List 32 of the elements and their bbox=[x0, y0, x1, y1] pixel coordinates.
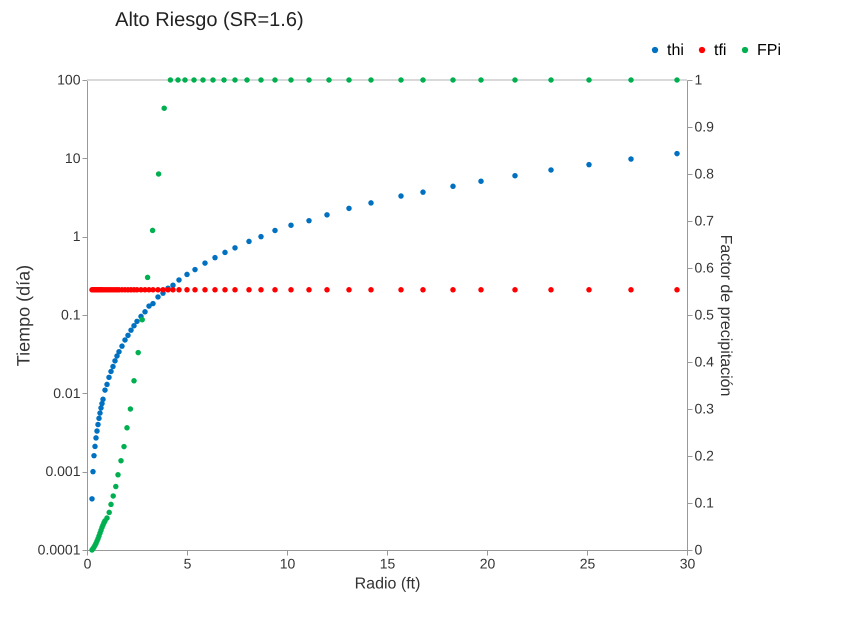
y2-tick-label: 0.2 bbox=[694, 448, 714, 464]
legend-label: tfi bbox=[714, 42, 726, 59]
y-tick-label: 0.0001 bbox=[38, 542, 81, 558]
x-axis-title: Radio (ft) bbox=[354, 576, 420, 592]
x-tick-label: 5 bbox=[184, 556, 192, 572]
y2-tick-label: 0.8 bbox=[694, 166, 714, 182]
y-tick-label: 10 bbox=[64, 150, 81, 166]
y2-tick-label: 0.9 bbox=[694, 118, 714, 134]
y-axis-title: Tiempo (día) bbox=[14, 264, 34, 366]
y2-tick-label: 0.5 bbox=[694, 306, 714, 322]
y2-axis-title: Factor de precipitación bbox=[716, 234, 734, 396]
x-tick-label: 25 bbox=[580, 556, 596, 572]
y2-tick-label: 0 bbox=[694, 542, 702, 558]
y2-tick-label: 0.1 bbox=[694, 494, 714, 510]
y2-tick-label: 1 bbox=[694, 72, 702, 88]
y-tick-label: 0.01 bbox=[53, 384, 81, 401]
y-tick-label: 1 bbox=[72, 228, 81, 244]
legend-label: thi bbox=[667, 42, 684, 59]
x-tick-label: 30 bbox=[680, 556, 696, 572]
x-tick-label: 10 bbox=[280, 556, 296, 572]
y2-tick-label: 0.6 bbox=[694, 260, 714, 276]
y2-tick-label: 0.7 bbox=[694, 212, 714, 228]
y2-tick-label: 0.3 bbox=[694, 400, 714, 416]
chart-title: Alto Riesgo (SR=1.6) bbox=[115, 9, 304, 31]
x-tick-label: 15 bbox=[380, 556, 396, 572]
y-tick-label: 100 bbox=[57, 72, 81, 88]
y2-tick-label: 0.4 bbox=[694, 354, 714, 370]
y-tick-label: 0.001 bbox=[45, 463, 81, 480]
x-tick-label: 20 bbox=[480, 556, 496, 572]
legend-label: FPi bbox=[757, 42, 781, 59]
x-tick-label: 0 bbox=[84, 556, 92, 572]
y-tick-label: 0.1 bbox=[61, 306, 81, 322]
